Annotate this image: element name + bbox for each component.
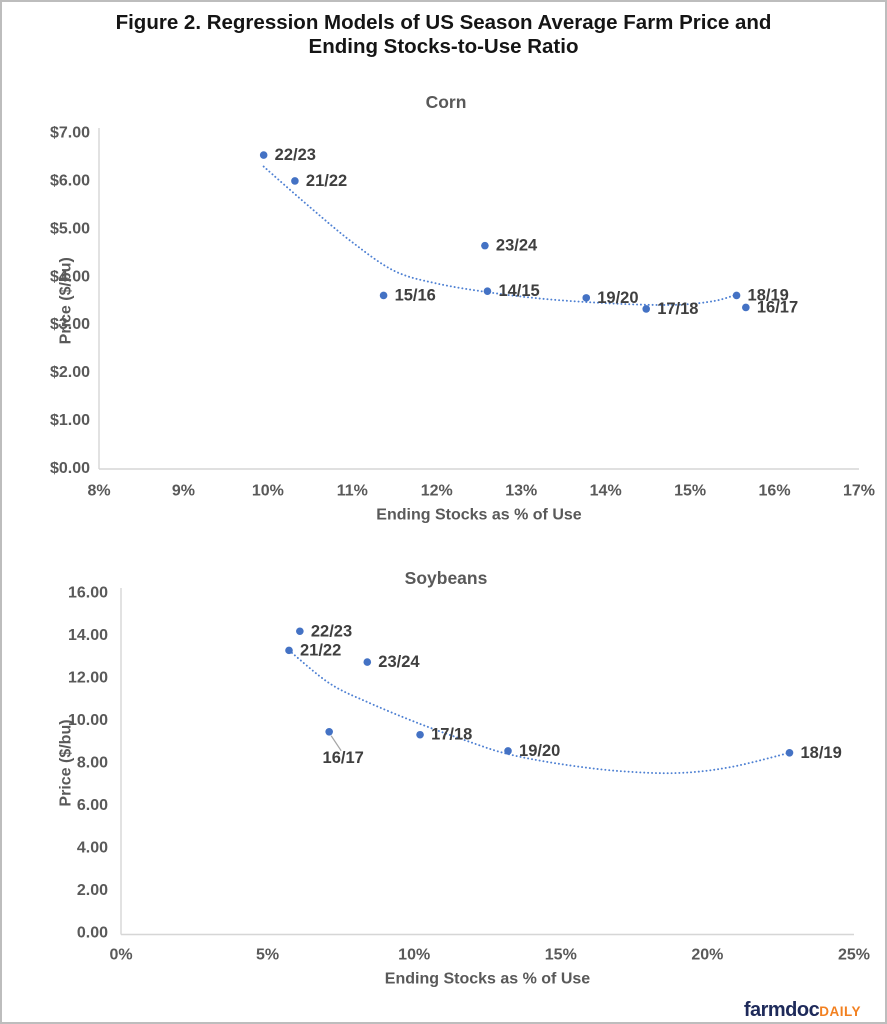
x-tick-label: 14% bbox=[590, 483, 622, 500]
x-axis-title: Ending Stocks as % of Use bbox=[376, 507, 581, 524]
chart-title-corn: Corn bbox=[426, 92, 467, 112]
chart-title-soybeans: Soybeans bbox=[405, 568, 488, 588]
data-point-label: 19/20 bbox=[519, 742, 560, 760]
x-tick-label: 13% bbox=[505, 483, 537, 500]
data-point bbox=[285, 646, 293, 655]
farmdoc-daily-logo: farmdocDAILY bbox=[744, 999, 861, 1022]
y-tick-label: $3.00 bbox=[50, 316, 90, 333]
figure-title-line2: Ending Stocks-to-Use Ratio bbox=[308, 35, 579, 58]
x-tick-label: 0% bbox=[109, 947, 132, 964]
data-point-label: 18/19 bbox=[800, 744, 841, 762]
data-point-label: 22/23 bbox=[275, 146, 316, 164]
trendline bbox=[262, 165, 738, 306]
data-point-label: 17/18 bbox=[657, 300, 698, 318]
x-axis-title: Ending Stocks as % of Use bbox=[385, 971, 590, 988]
data-point-label: 19/20 bbox=[597, 289, 638, 307]
y-axis-title: Price ($/bu) bbox=[58, 257, 75, 344]
x-tick-label: 10% bbox=[252, 483, 284, 500]
x-tick-label: 15% bbox=[545, 947, 577, 964]
data-point bbox=[416, 730, 424, 739]
leader-line bbox=[330, 735, 342, 752]
y-tick-label: 16.00 bbox=[68, 585, 108, 602]
data-point bbox=[785, 749, 794, 757]
data-point bbox=[642, 305, 650, 313]
x-tick-label: 5% bbox=[256, 947, 279, 964]
y-tick-label: 10.00 bbox=[68, 712, 108, 729]
y-tick-label: $5.00 bbox=[50, 220, 90, 237]
data-point-label: 22/23 bbox=[311, 622, 352, 640]
data-point-label: 21/22 bbox=[306, 172, 347, 190]
data-point-label: 16/17 bbox=[323, 749, 364, 767]
y-axis-title: Price ($/bu) bbox=[58, 719, 75, 806]
data-point bbox=[732, 291, 741, 300]
data-point bbox=[481, 241, 489, 250]
x-tick-label: 8% bbox=[87, 483, 110, 500]
x-tick-label: 12% bbox=[421, 483, 453, 500]
data-point-label: 14/15 bbox=[498, 282, 539, 300]
y-tick-label: 6.00 bbox=[77, 797, 108, 814]
y-tick-label: 14.00 bbox=[68, 627, 108, 644]
y-tick-label: 2.00 bbox=[77, 882, 108, 899]
data-point bbox=[379, 291, 388, 300]
data-point-label: 17/18 bbox=[431, 726, 472, 744]
y-tick-label: 4.00 bbox=[77, 840, 108, 857]
data-point bbox=[363, 658, 372, 666]
y-tick-label: 12.00 bbox=[68, 670, 108, 687]
x-tick-label: 17% bbox=[843, 483, 875, 500]
data-point-label: 16/17 bbox=[757, 298, 798, 316]
data-point-label: 23/24 bbox=[496, 237, 538, 255]
data-point bbox=[582, 294, 591, 302]
y-tick-label: $0.00 bbox=[50, 460, 90, 477]
x-tick-label: 10% bbox=[398, 947, 430, 964]
y-tick-label: $2.00 bbox=[50, 364, 90, 381]
x-tick-label: 9% bbox=[172, 483, 195, 500]
data-point-label: 23/24 bbox=[378, 653, 420, 671]
x-tick-label: 15% bbox=[674, 483, 706, 500]
data-point bbox=[325, 727, 333, 736]
y-tick-label: 0.00 bbox=[77, 925, 108, 942]
y-tick-label: $4.00 bbox=[50, 268, 90, 285]
y-tick-label: $6.00 bbox=[50, 172, 90, 189]
data-point bbox=[742, 303, 750, 312]
data-point bbox=[296, 627, 304, 636]
y-tick-label: $7.00 bbox=[50, 125, 90, 142]
x-tick-label: 16% bbox=[759, 483, 791, 500]
data-point-label: 18/19 bbox=[748, 286, 789, 304]
y-tick-label: $1.00 bbox=[50, 412, 90, 429]
figure-title: Figure 2. Regression Models of US Season… bbox=[2, 11, 885, 59]
data-point bbox=[259, 151, 268, 159]
x-tick-label: 25% bbox=[838, 947, 870, 964]
data-point bbox=[504, 747, 512, 755]
data-point-label: 21/22 bbox=[300, 641, 341, 659]
data-point bbox=[291, 177, 299, 185]
data-point-label: 15/16 bbox=[395, 286, 436, 304]
daily-wordmark: DAILY bbox=[819, 1004, 861, 1019]
x-tick-label: 20% bbox=[691, 947, 723, 964]
y-tick-label: 8.00 bbox=[77, 755, 108, 772]
figure-title-line1: Figure 2. Regression Models of US Season… bbox=[115, 11, 772, 34]
farmdoc-wordmark: farmdoc bbox=[743, 999, 820, 1021]
data-point bbox=[483, 287, 492, 295]
trendline bbox=[288, 649, 791, 775]
x-tick-label: 11% bbox=[337, 483, 368, 500]
